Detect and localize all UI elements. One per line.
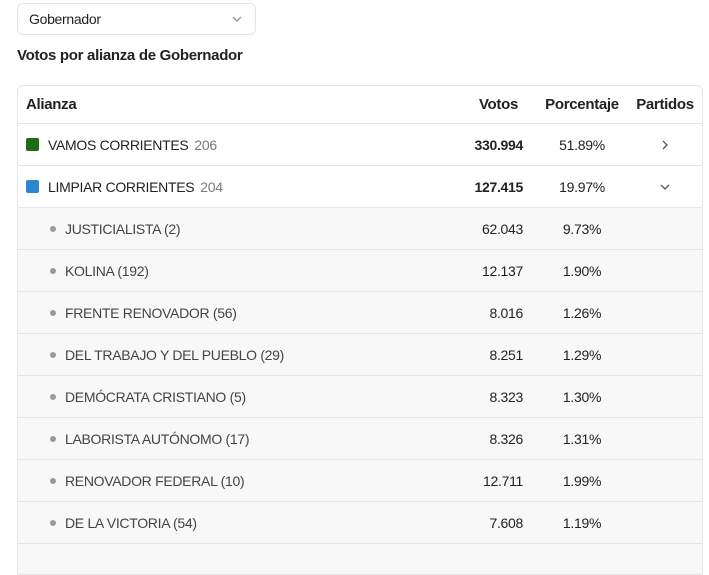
party-percentage: 1.31% bbox=[562, 430, 602, 447]
party-row: DEMÓCRATA CRISTIANO (5) 8.323 1.30% bbox=[18, 376, 702, 418]
section-title: Votos por alianza de Gobernador bbox=[17, 47, 243, 64]
party-name: JUSTICIALISTA (2) bbox=[65, 220, 181, 237]
party-row: KOLINA (192) 12.137 1.90% bbox=[18, 250, 702, 292]
party-name: FRENTE RENOVADOR (56) bbox=[65, 304, 237, 321]
party-row: DE LA VICTORIA (54) 7.608 1.19% bbox=[18, 502, 702, 544]
alliance-color-swatch bbox=[26, 138, 39, 151]
party-percentage: 1.26% bbox=[562, 304, 602, 321]
party-votes: 8.251 bbox=[489, 346, 523, 363]
bullet-dot bbox=[50, 519, 56, 526]
cargo-select-value: Gobernador bbox=[29, 11, 101, 27]
table-header: Alianza Votos Porcentaje Partidos bbox=[18, 86, 702, 124]
alliance-percentage: 51.89% bbox=[559, 136, 605, 153]
bullet-dot bbox=[50, 477, 56, 484]
bullet-dot bbox=[50, 225, 56, 232]
party-votes: 7.608 bbox=[489, 514, 523, 531]
party-votes: 8.016 bbox=[489, 304, 523, 321]
alliance-row-limpiar-corrientes[interactable]: LIMPIAR CORRIENTES 204 127.415 19.97% bbox=[18, 166, 702, 208]
chevron-right-icon bbox=[659, 139, 671, 151]
collapse-button[interactable] bbox=[636, 166, 694, 207]
party-row: RENOVADOR FEDERAL (10) 12.711 1.99% bbox=[18, 460, 702, 502]
chevron-down-icon bbox=[659, 181, 671, 193]
bullet-dot bbox=[50, 435, 56, 442]
alliance-votes: 127.415 bbox=[474, 178, 523, 195]
party-row: DEL TRABAJO Y DEL PUEBLO (29) 8.251 1.29… bbox=[18, 334, 702, 376]
bullet-dot bbox=[50, 309, 56, 316]
alliance-votes-table: Alianza Votos Porcentaje Partidos VAMOS … bbox=[17, 85, 703, 575]
bullet-dot bbox=[50, 267, 56, 274]
alliance-name: VAMOS CORRIENTES bbox=[48, 136, 189, 153]
alliance-votes: 330.994 bbox=[474, 136, 523, 153]
alliance-name: LIMPIAR CORRIENTES bbox=[48, 178, 195, 195]
header-porcentaje: Porcentaje bbox=[545, 96, 619, 113]
cargo-select[interactable]: Gobernador bbox=[17, 3, 256, 35]
chevron-down-icon bbox=[231, 13, 243, 25]
header-alianza: Alianza bbox=[26, 96, 77, 113]
party-percentage: 1.30% bbox=[562, 388, 602, 405]
alliance-count: 204 bbox=[200, 178, 223, 195]
party-name: DE LA VICTORIA (54) bbox=[65, 514, 197, 531]
party-percentage: 1.29% bbox=[562, 346, 602, 363]
party-name: KOLINA (192) bbox=[65, 262, 149, 279]
party-row: JUSTICIALISTA (2) 62.043 9.73% bbox=[18, 208, 702, 250]
alliance-color-swatch bbox=[26, 180, 39, 193]
header-votos: Votos bbox=[478, 96, 518, 113]
party-percentage: 1.90% bbox=[562, 262, 602, 279]
header-partidos: Partidos bbox=[636, 96, 694, 113]
party-percentage: 9.73% bbox=[562, 220, 602, 237]
party-name: LABORISTA AUTÓNOMO (17) bbox=[65, 430, 250, 447]
party-row: LABORISTA AUTÓNOMO (17) 8.326 1.31% bbox=[18, 418, 702, 460]
party-votes: 8.326 bbox=[489, 430, 523, 447]
party-votes: 8.323 bbox=[489, 388, 523, 405]
party-percentage: 1.99% bbox=[562, 472, 602, 489]
alliance-percentage: 19.97% bbox=[559, 178, 605, 195]
party-row: FRENTE RENOVADOR (56) 8.016 1.26% bbox=[18, 292, 702, 334]
party-votes: 12.711 bbox=[483, 472, 523, 489]
party-votes: 12.137 bbox=[481, 262, 523, 279]
expand-button[interactable] bbox=[636, 124, 694, 165]
party-name: DEMÓCRATA CRISTIANO (5) bbox=[65, 388, 246, 405]
bullet-dot bbox=[50, 393, 56, 400]
party-percentage: 1.19% bbox=[562, 514, 602, 531]
party-name: DEL TRABAJO Y DEL PUEBLO (29) bbox=[65, 346, 285, 363]
party-votes: 62.043 bbox=[481, 220, 523, 237]
alliance-count: 206 bbox=[194, 136, 217, 153]
party-name: RENOVADOR FEDERAL (10) bbox=[65, 472, 245, 489]
alliance-row-vamos-corrientes[interactable]: VAMOS CORRIENTES 206 330.994 51.89% bbox=[18, 124, 702, 166]
bullet-dot bbox=[50, 351, 56, 358]
